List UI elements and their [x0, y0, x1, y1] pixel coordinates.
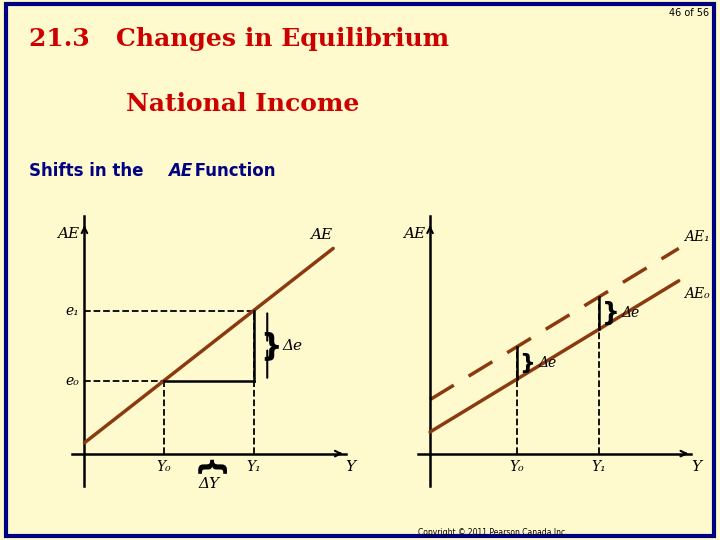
Text: Y₁: Y₁: [592, 460, 606, 474]
Text: AE: AE: [168, 162, 192, 180]
Text: }: }: [520, 353, 536, 373]
Text: 21.3   Changes in Equilibrium: 21.3 Changes in Equilibrium: [29, 27, 449, 51]
Text: Y: Y: [691, 460, 701, 474]
Text: AE: AE: [58, 227, 79, 241]
Text: }: }: [602, 301, 619, 325]
Text: }: }: [260, 331, 282, 360]
Text: 46 of 56: 46 of 56: [669, 8, 709, 18]
Text: {: {: [194, 458, 223, 480]
Text: AE: AE: [310, 228, 332, 242]
Text: AE₀: AE₀: [684, 287, 709, 301]
Text: Δe: Δe: [621, 306, 640, 320]
Text: Y₁: Y₁: [246, 460, 261, 474]
Text: ΔY: ΔY: [198, 477, 220, 491]
Text: Y₀: Y₀: [510, 460, 524, 474]
Text: Y: Y: [346, 460, 356, 474]
Text: Function: Function: [189, 162, 276, 180]
Text: Δe: Δe: [539, 356, 557, 370]
Text: Y₀: Y₀: [157, 460, 171, 474]
Text: Copyright © 2011 Pearson Canada Inc.: Copyright © 2011 Pearson Canada Inc.: [418, 528, 567, 537]
Text: AE₁: AE₁: [684, 230, 709, 244]
Text: AE: AE: [403, 227, 425, 241]
Text: National Income: National Income: [126, 92, 359, 116]
Text: Shifts in the: Shifts in the: [29, 162, 149, 180]
Text: e₀: e₀: [66, 374, 79, 388]
Text: Δe: Δe: [282, 339, 302, 353]
Text: e₁: e₁: [66, 303, 79, 318]
